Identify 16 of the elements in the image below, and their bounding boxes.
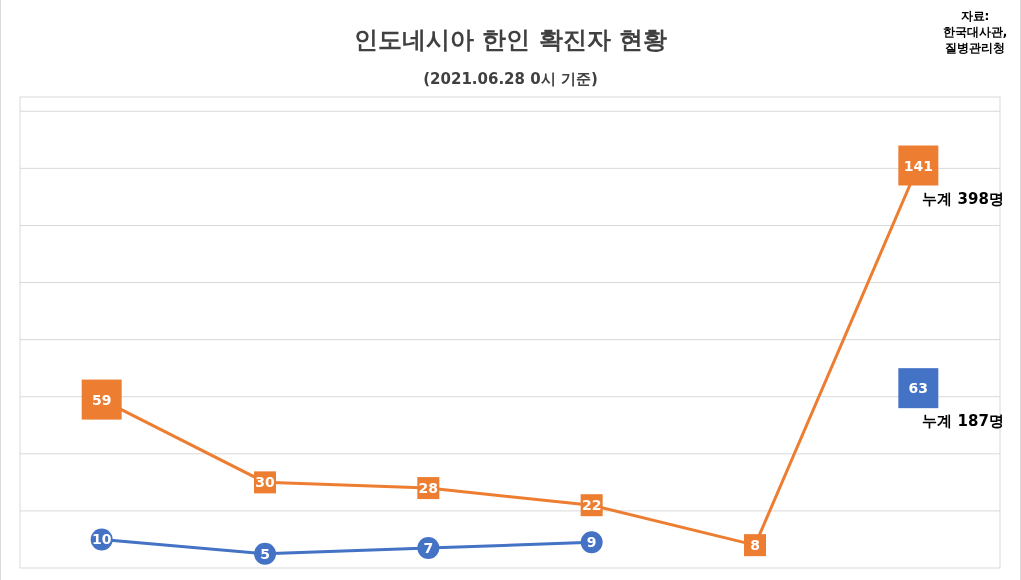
data-label: 8 [750, 537, 760, 554]
data-label: 59 [91, 391, 112, 408]
chart-title: 인도네시아 한인 확진자 현황 [353, 26, 668, 54]
data-label: 28 [418, 480, 439, 497]
annotation: 누계 187명 [922, 412, 1004, 431]
text: 자료: 한국대사관, 질병관리청 [942, 9, 1008, 55]
data-label: 10 [91, 531, 112, 548]
data-label: 5 [260, 545, 270, 562]
chart-subtitle: (2021.06.28 0시 기준) [423, 70, 598, 88]
data-label: 63 [908, 380, 929, 397]
data-label: 22 [581, 497, 602, 514]
data-label: 7 [423, 540, 434, 557]
data-label: 30 [255, 474, 275, 491]
data-label: 141 [903, 157, 933, 174]
annotation: 누계 398명 [922, 189, 1004, 208]
data-label: 9 [586, 534, 597, 551]
